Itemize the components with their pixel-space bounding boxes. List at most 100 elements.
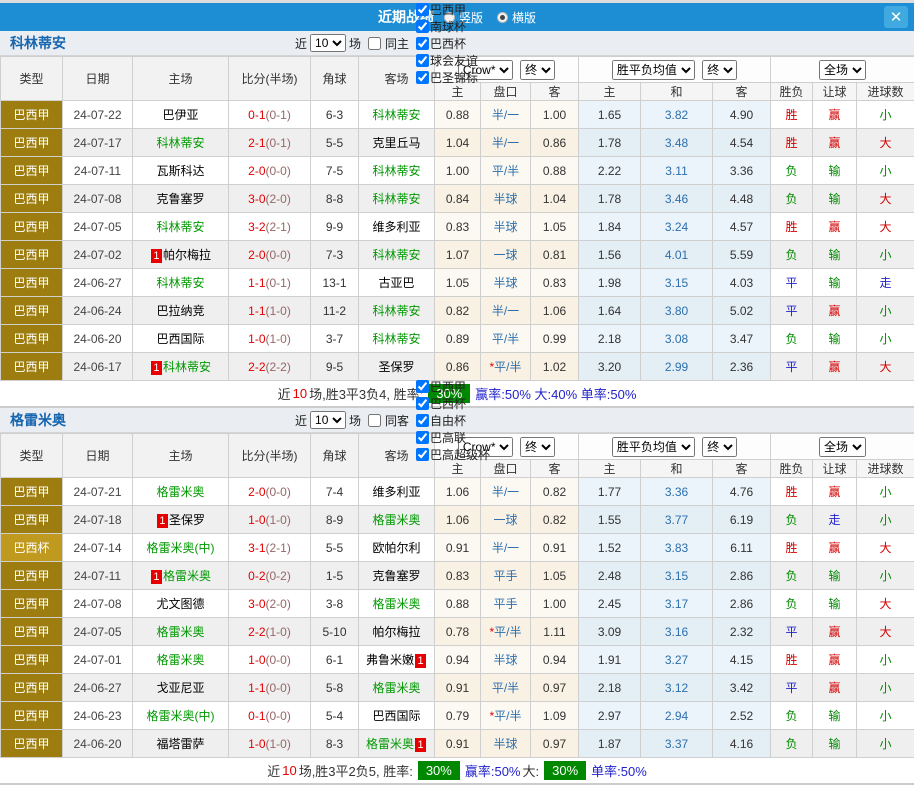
league-filter[interactable]: 巴西甲 <box>412 1 478 18</box>
handicap-cell: 平/半 <box>481 157 531 185</box>
avg-home-cell: 2.97 <box>579 702 641 730</box>
handicap-value: 半球 <box>493 653 517 667</box>
league-checkbox[interactable] <box>416 431 429 444</box>
halftime-score: (0-2) <box>266 569 291 583</box>
goals-result-cell: 小 <box>857 674 914 702</box>
handicap-cell: 半球 <box>481 213 531 241</box>
league-filter[interactable]: 巴西甲 <box>412 378 490 395</box>
fulltime-select[interactable]: 全场 <box>819 60 866 80</box>
odds-stage-select[interactable]: 终 <box>520 60 555 80</box>
avg-away-cell: 3.42 <box>713 674 771 702</box>
halftime-score: (0-0) <box>266 248 291 262</box>
avg-select[interactable]: 胜平负均值 <box>612 437 695 457</box>
score-cell: 2-2(2-2) <box>229 353 311 381</box>
home-odds-cell: 0.83 <box>435 562 481 590</box>
handicap-value: 平/半 <box>492 681 519 695</box>
home-team-name: 格雷米奥 <box>156 485 204 499</box>
table-row: 巴西甲 24-07-11 瓦斯科达 2-0(0-0) 7-5 科林蒂安 1.00… <box>1 157 914 185</box>
home-team-cell: 戈亚尼亚 <box>133 674 229 702</box>
sub-away-odds: 客 <box>531 83 579 101</box>
handicap-cell: 平/半 <box>481 674 531 702</box>
fulltime-score: 2-0 <box>248 485 265 499</box>
score-cell: 2-0(0-0) <box>229 157 311 185</box>
home-team-name: 格雷米奥(中) <box>147 541 215 555</box>
match-type-cell: 巴西甲 <box>1 325 63 353</box>
avg-select[interactable]: 胜平负均值 <box>612 60 695 80</box>
home-team-cell: 尤文图德 <box>133 590 229 618</box>
match-type-cell: 巴西杯 <box>1 534 63 562</box>
home-odds-cell: 0.94 <box>435 646 481 674</box>
league-filter[interactable]: 南球杯 <box>412 18 478 35</box>
handicap-value: 平/半 <box>492 164 519 178</box>
same-venue-checkbox[interactable] <box>368 414 381 427</box>
avg-away-cell: 2.86 <box>713 590 771 618</box>
league-filter[interactable]: 巴高超级杯 <box>412 446 490 463</box>
avg-away-cell: 6.19 <box>713 506 771 534</box>
league-filter[interactable]: 巴西杯 <box>412 35 478 52</box>
league-checkbox[interactable] <box>416 71 429 84</box>
home-team-name: 科林蒂安 <box>156 136 204 150</box>
halftime-score: (0-0) <box>266 709 291 723</box>
avg-stage-select[interactable]: 终 <box>702 60 737 80</box>
away-team-name: 欧帕尔利 <box>372 541 420 555</box>
match-count-select[interactable]: 10 <box>310 34 346 52</box>
halftime-score: (0-1) <box>266 136 291 150</box>
home-odds-cell: 0.88 <box>435 101 481 129</box>
handicap-value: 半球 <box>493 737 517 751</box>
match-type-cell: 巴西甲 <box>1 562 63 590</box>
away-team-cell: 克里丘马 <box>359 129 435 157</box>
fulltime-group-header: 全场 <box>771 434 914 460</box>
rank-badge: 1 <box>151 361 162 375</box>
handicap-result-cell: 赢 <box>813 646 857 674</box>
match-count-select[interactable]: 10 <box>310 411 346 429</box>
away-team-name: 科林蒂安 <box>372 108 420 122</box>
away-team-name: 克鲁塞罗 <box>372 569 420 583</box>
summary-text: 单率:50% <box>591 761 647 780</box>
league-filter[interactable]: 球会友谊 <box>412 52 478 69</box>
avg-stage-select[interactable]: 终 <box>702 437 737 457</box>
avg-draw-cell: 3.80 <box>641 297 713 325</box>
league-checkbox[interactable] <box>416 380 429 393</box>
handicap-cell: 半球 <box>481 730 531 758</box>
handicap-cell: *平/半 <box>481 353 531 381</box>
halftime-score: (0-0) <box>266 653 291 667</box>
league-checkbox[interactable] <box>416 37 429 50</box>
league-checkbox[interactable] <box>416 414 429 427</box>
league-filter[interactable]: 自由杯 <box>412 412 490 429</box>
handicap-result-cell: 输 <box>813 157 857 185</box>
avg-group-header: 胜平负均值 终 <box>579 434 771 460</box>
avg-home-cell: 1.84 <box>579 213 641 241</box>
avg-away-cell: 2.52 <box>713 702 771 730</box>
home-odds-cell: 0.91 <box>435 674 481 702</box>
fulltime-score: 1-0 <box>248 513 265 527</box>
home-odds-cell: 0.91 <box>435 534 481 562</box>
handicap-result-cell: 赢 <box>813 353 857 381</box>
match-type-cell: 巴西甲 <box>1 297 63 325</box>
away-team-cell: 科林蒂安 <box>359 101 435 129</box>
fulltime-select[interactable]: 全场 <box>819 437 866 457</box>
corner-cell: 13-1 <box>311 269 359 297</box>
corner-cell: 5-5 <box>311 129 359 157</box>
fulltime-score: 1-0 <box>248 332 265 346</box>
league-filter[interactable]: 巴西杯 <box>412 395 490 412</box>
fulltime-score: 2-0 <box>248 164 265 178</box>
avg-draw-cell: 4.01 <box>641 241 713 269</box>
league-checkbox[interactable] <box>416 448 429 461</box>
league-filter[interactable]: 巴高联 <box>412 429 490 446</box>
match-date-cell: 24-07-08 <box>63 185 133 213</box>
league-checkbox[interactable] <box>416 397 429 410</box>
league-checkbox[interactable] <box>416 20 429 33</box>
radio-circle-checked-icon[interactable] <box>497 12 508 23</box>
odds-stage-select[interactable]: 终 <box>520 437 555 457</box>
match-date-cell: 24-06-20 <box>63 325 133 353</box>
away-team-name: 科林蒂安 <box>372 192 420 206</box>
close-icon[interactable]: ✕ <box>884 6 908 28</box>
league-filter[interactable]: 巴圣锦标 <box>412 69 478 86</box>
league-checkbox[interactable] <box>416 3 429 16</box>
radio-horizontal-layout[interactable]: 横版 <box>497 9 536 26</box>
league-checkbox[interactable] <box>416 54 429 67</box>
same-venue-checkbox[interactable] <box>368 37 381 50</box>
handicap-result-cell: 赢 <box>813 297 857 325</box>
